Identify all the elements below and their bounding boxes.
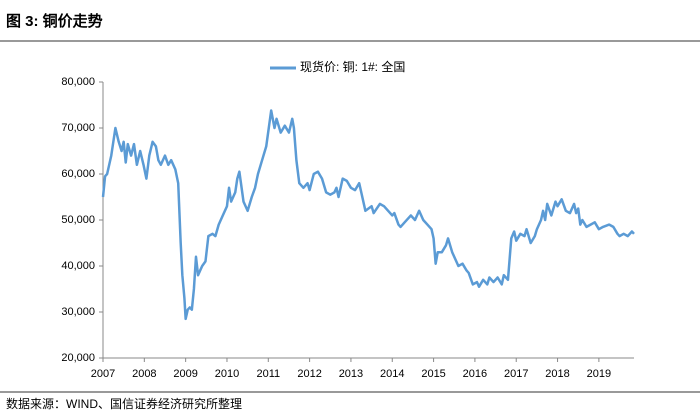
y-tick-label: 30,000 (61, 306, 95, 318)
x-tick-label: 2016 (463, 368, 487, 380)
x-tick-label: 2019 (587, 368, 611, 380)
y-tick-label: 50,000 (61, 214, 95, 226)
x-tick-label: 2012 (297, 368, 321, 380)
x-tick-label: 2008 (132, 368, 156, 380)
legend-label: 现货价: 铜: 1#: 全国 (300, 59, 405, 74)
y-tick-label: 80,000 (61, 76, 95, 88)
x-tick-label: 2013 (339, 368, 363, 380)
y-tick-label: 60,000 (61, 168, 95, 180)
y-tick-label: 40,000 (61, 260, 95, 272)
x-tick-label: 2011 (256, 368, 280, 380)
x-tick-label: 2009 (173, 368, 197, 380)
x-tick-label: 2007 (91, 368, 115, 380)
x-tick-label: 2014 (380, 368, 404, 380)
y-tick-label: 20,000 (61, 352, 95, 364)
x-tick-label: 2010 (215, 368, 239, 380)
x-tick-label: 2015 (421, 368, 445, 380)
chart-title: 图 3: 铜价走势 (6, 12, 103, 30)
x-tick-label: 2018 (545, 368, 569, 380)
series-line (101, 109, 635, 321)
y-tick-label: 70,000 (61, 122, 95, 134)
x-tick-label: 2017 (504, 368, 528, 380)
source-note: 数据来源：WIND、国信证券经济研究所整理 (6, 396, 242, 411)
